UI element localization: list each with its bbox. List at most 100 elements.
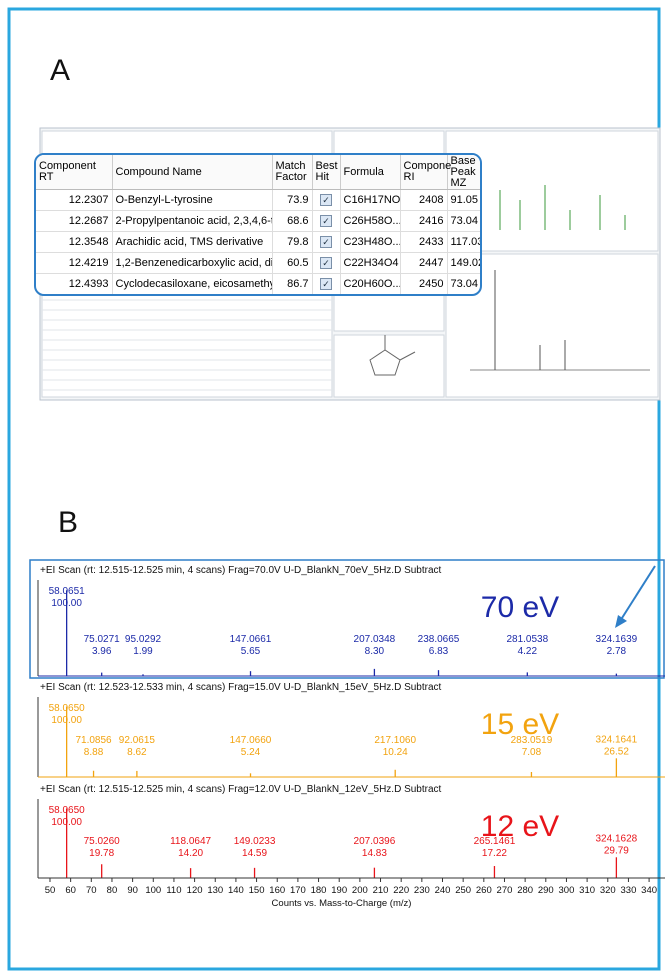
peak-mz-label: 238.0665 — [418, 634, 460, 645]
peak-mz-label: 149.0233 — [234, 836, 276, 847]
column-header: Compound Name — [112, 155, 272, 190]
peak-mz-label: 207.0396 — [354, 836, 396, 847]
peak-mz-label: 324.1628 — [596, 833, 638, 844]
x-tick-label: 280 — [517, 885, 533, 896]
best-hit-cell: ✓ — [312, 232, 340, 253]
x-tick-label: 60 — [65, 885, 76, 896]
spectrum-title: +EI Scan (rt: 12.523-12.533 min, 4 scans… — [40, 682, 442, 693]
x-tick-label: 250 — [455, 885, 471, 896]
highlight-box — [30, 560, 664, 678]
table-cell: C23H48O... — [340, 232, 400, 253]
table-cell: 117.03 — [447, 232, 482, 253]
peak-mz-label: 58.0650 — [49, 805, 86, 816]
best-hit-cell: ✓ — [312, 190, 340, 211]
x-tick-label: 240 — [435, 885, 451, 896]
x-tick-label: 110 — [166, 885, 181, 896]
peak-abundance-label: 19.78 — [89, 848, 114, 859]
table-cell: 12.4393 — [36, 274, 112, 295]
best-hit-cell: ✓ — [312, 253, 340, 274]
peak-mz-label: 281.0538 — [506, 634, 548, 645]
peak-abundance-label: 8.88 — [84, 747, 104, 758]
table-cell: 149.02 — [447, 253, 482, 274]
table-cell: 12.2687 — [36, 211, 112, 232]
spectrum-title: +EI Scan (rt: 12.515-12.525 min, 4 scans… — [40, 784, 442, 795]
x-tick-label: 200 — [352, 885, 368, 896]
column-header: Best Hit — [312, 155, 340, 190]
peak-mz-label: 217.1060 — [374, 735, 416, 746]
x-tick-label: 220 — [393, 885, 409, 896]
table-cell: 2450 — [400, 274, 447, 295]
peak-mz-label: 75.0260 — [84, 836, 121, 847]
best-hit-cell: ✓ — [312, 295, 340, 297]
peak-mz-label: 71.0856 — [75, 735, 112, 746]
checkbox: ✓ — [320, 236, 332, 248]
x-tick-label: 160 — [269, 885, 285, 896]
table-cell: 73.04 — [447, 211, 482, 232]
peak-mz-label: 147.0660 — [230, 735, 272, 746]
x-tick-label: 330 — [621, 885, 637, 896]
table-cell: 91.05 — [447, 190, 482, 211]
peak-abundance-label: 4.22 — [518, 646, 538, 657]
checkbox: ✓ — [320, 194, 332, 206]
checkbox: ✓ — [320, 278, 332, 290]
x-tick-label: 340 — [641, 885, 657, 896]
x-tick-label: 170 — [290, 885, 306, 896]
peak-mz-label: 58.0651 — [49, 586, 86, 597]
column-header: Component RT — [36, 155, 112, 190]
x-tick-label: 180 — [311, 885, 327, 896]
peak-mz-label: 324.1641 — [596, 734, 638, 745]
table-cell: 12.2307 — [36, 190, 112, 211]
table-cell: Arachidic acid, TMS derivative — [112, 232, 272, 253]
x-tick-label: 300 — [559, 885, 575, 896]
x-tick-label: 120 — [187, 885, 203, 896]
table-cell: C20H60O... — [340, 274, 400, 295]
spectrum-title: +EI Scan (rt: 12.515-12.525 min, 4 scans… — [40, 565, 442, 576]
peak-mz-label: 118.0647 — [170, 836, 211, 847]
figure-canvas: +EI Scan (rt: 12.515-12.525 min, 4 scans… — [0, 0, 669, 979]
peak-mz-label: 324.1639 — [596, 634, 638, 645]
x-tick-label: 320 — [600, 885, 616, 896]
peak-abundance-label: 14.83 — [362, 848, 387, 859]
peak-abundance-label: 100.00 — [51, 598, 82, 609]
peak-abundance-label: 3.96 — [92, 646, 112, 657]
x-tick-label: 230 — [414, 885, 430, 896]
table-cell: 73.9 — [272, 190, 312, 211]
table-cell: 73.04 — [447, 274, 482, 295]
best-hit-cell: ✓ — [312, 211, 340, 232]
table-row: 12.2307O-Benzyl-L-tyrosine73.9✓C16H17NO3… — [36, 190, 482, 211]
column-header: Formula — [340, 155, 400, 190]
peak-abundance-label: 14.20 — [178, 848, 203, 859]
table-cell: 2466 — [400, 295, 447, 297]
x-tick-label: 270 — [497, 885, 513, 896]
peak-mz-label: 58.0650 — [49, 703, 86, 714]
peak-abundance-label: 100.00 — [51, 715, 82, 726]
figure: +EI Scan (rt: 12.515-12.525 min, 4 scans… — [0, 0, 669, 979]
table-cell: 79.8 — [272, 232, 312, 253]
x-tick-label: 80 — [107, 885, 118, 896]
table-cell: 12.3548 — [36, 232, 112, 253]
table-cell: 68.6 — [272, 211, 312, 232]
table-cell: 2416 — [400, 211, 447, 232]
peak-mz-label: 147.0661 — [230, 634, 272, 645]
table-cell: C16H17NO3 — [340, 190, 400, 211]
table-cell: C22H34O4 — [340, 253, 400, 274]
peak-abundance-label: 1.99 — [133, 646, 153, 657]
x-tick-label: 70 — [86, 885, 97, 896]
peak-abundance-label: 29.79 — [604, 845, 629, 856]
peak-abundance-label: 10.24 — [383, 747, 408, 758]
table-cell: 1,2-Benzenedicarboxylic acid, diheptyl e… — [112, 253, 272, 274]
table-cell: 65.4 — [272, 295, 312, 297]
column-header: Base Peak MZ — [447, 155, 482, 190]
column-header: Match Factor — [272, 155, 312, 190]
table-cell: 2447 — [400, 253, 447, 274]
table-cell: 2408 — [400, 190, 447, 211]
peak-mz-label: 92.0615 — [119, 735, 156, 746]
peak-abundance-label: 2.78 — [607, 646, 627, 657]
table-cell: 2433 — [400, 232, 447, 253]
